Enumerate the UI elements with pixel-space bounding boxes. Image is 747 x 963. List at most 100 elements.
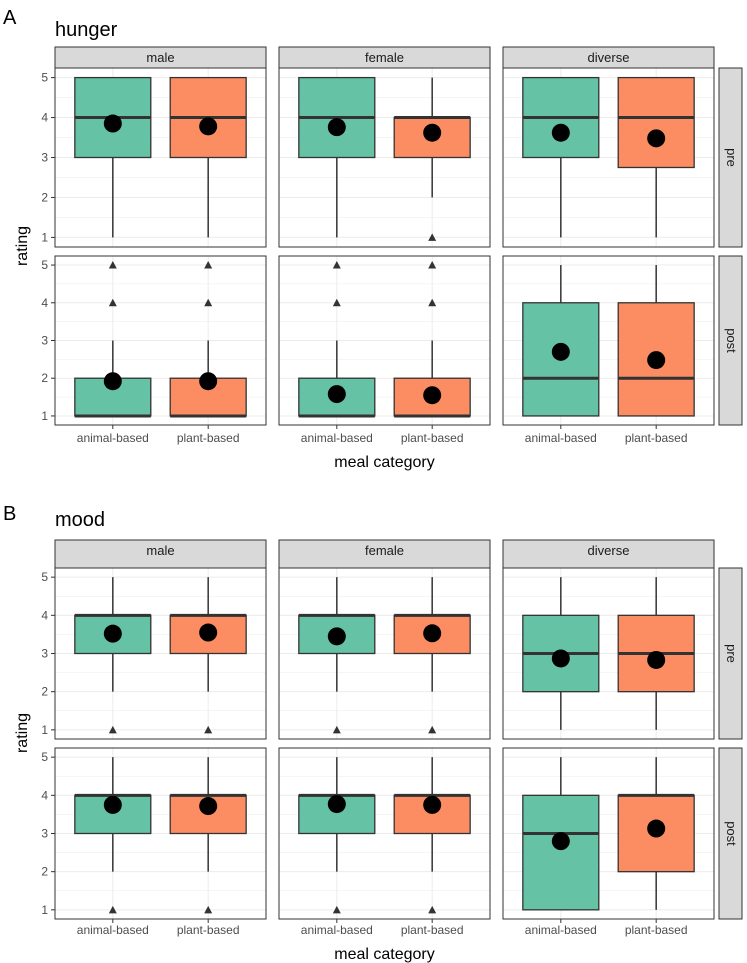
mean-point-animal-based xyxy=(103,795,122,814)
panel-label: A xyxy=(3,7,17,29)
panel-border xyxy=(278,567,491,740)
mean-point-animal-based xyxy=(327,385,346,404)
mean-point-animal-based xyxy=(327,627,346,646)
y-tick-label: 3 xyxy=(41,334,48,348)
panel-border xyxy=(278,255,491,426)
x-tick-label: plant-based xyxy=(177,923,240,937)
outlier-point-animal-based xyxy=(332,905,341,914)
mean-point-plant-based xyxy=(647,819,666,838)
mean-point-animal-based xyxy=(103,624,122,643)
chart-title: hunger xyxy=(55,19,118,41)
mean-point-animal-based xyxy=(327,795,346,814)
y-tick-label: 5 xyxy=(41,750,48,764)
panel-male-post xyxy=(54,255,267,426)
panel-female-pre xyxy=(278,67,491,248)
x-tick-label: plant-based xyxy=(177,431,240,445)
outlier-point-plant-based xyxy=(428,233,437,241)
y-tick-label: 2 xyxy=(41,371,48,385)
strip-pre xyxy=(718,567,743,740)
outlier-point-animal-based xyxy=(108,725,117,734)
strip-pre xyxy=(718,67,743,248)
strip-label-female: female xyxy=(365,543,404,558)
mean-point-animal-based xyxy=(551,649,570,668)
y-tick-label: 5 xyxy=(41,258,48,272)
mean-point-plant-based xyxy=(423,795,442,814)
y-axis-title: rating xyxy=(14,226,31,266)
mean-point-plant-based xyxy=(647,351,666,370)
mean-point-plant-based xyxy=(199,623,218,642)
outlier-point-animal-based xyxy=(332,298,341,307)
x-tick-label: animal-based xyxy=(301,923,373,937)
panel-border xyxy=(54,67,267,248)
y-tick-label: 2 xyxy=(41,865,48,879)
panel-border xyxy=(502,67,715,248)
y-tick-label: 5 xyxy=(41,570,48,584)
outlier-point-plant-based xyxy=(204,298,213,307)
outlier-point-plant-based xyxy=(428,261,437,269)
panel-border xyxy=(54,567,267,740)
box-plant-based xyxy=(617,76,695,169)
strip-label-pre: pre xyxy=(724,148,739,167)
x-tick-label: plant-based xyxy=(401,923,464,937)
y-tick-label: 1 xyxy=(41,409,48,423)
strip-label-male: male xyxy=(146,543,174,558)
panel-female-post xyxy=(278,747,491,920)
strip-diverse xyxy=(502,539,715,569)
panel-female-post xyxy=(278,255,491,426)
mean-point-animal-based xyxy=(551,342,570,361)
panel-diverse-post xyxy=(502,747,715,920)
outlier-point-plant-based xyxy=(204,725,213,734)
strip-label-pre: pre xyxy=(724,644,739,663)
panel-female-pre xyxy=(278,567,491,740)
strip-label-diverse: diverse xyxy=(588,50,630,65)
strip-label-diverse: diverse xyxy=(588,543,630,558)
x-tick-label: animal-based xyxy=(77,431,149,445)
strip-label-female: female xyxy=(365,50,404,65)
panel-border xyxy=(54,255,267,426)
x-tick-label: plant-based xyxy=(625,431,688,445)
x-tick-label: animal-based xyxy=(525,923,597,937)
strip-label-male: male xyxy=(146,50,174,65)
mean-point-animal-based xyxy=(551,123,570,142)
panel-male-pre xyxy=(54,567,267,740)
x-axis-title: meal category xyxy=(334,946,435,963)
panel-border xyxy=(54,747,267,920)
outlier-point-animal-based xyxy=(108,261,117,269)
outlier-point-plant-based xyxy=(204,261,213,269)
y-tick-label: 4 xyxy=(41,788,48,802)
y-tick-label: 3 xyxy=(41,647,48,661)
outlier-point-plant-based xyxy=(428,298,437,307)
strip-label-post: post xyxy=(724,821,739,846)
mean-point-plant-based xyxy=(647,129,666,148)
panel-male-pre xyxy=(54,67,267,248)
x-axis-title: meal category xyxy=(334,454,435,471)
panel-diverse-post xyxy=(502,255,715,426)
outlier-point-plant-based xyxy=(204,905,213,914)
x-tick-label: plant-based xyxy=(625,923,688,937)
outlier-point-animal-based xyxy=(108,905,117,914)
panel-diverse-pre xyxy=(502,567,715,740)
y-tick-label: 4 xyxy=(41,608,48,622)
mean-point-plant-based xyxy=(647,650,666,669)
strip-male xyxy=(54,539,267,569)
mean-point-plant-based xyxy=(423,386,442,405)
box-animal-based xyxy=(522,794,600,911)
panel-diverse-pre xyxy=(502,67,715,248)
outlier-point-animal-based xyxy=(332,725,341,734)
y-tick-label: 1 xyxy=(41,903,48,917)
mean-point-animal-based xyxy=(103,372,122,391)
outlier-point-plant-based xyxy=(428,905,437,914)
panel-border xyxy=(502,567,715,740)
panel-border xyxy=(278,747,491,920)
x-tick-label: plant-based xyxy=(401,431,464,445)
chart-title: mood xyxy=(55,509,105,531)
box-animal-based xyxy=(298,614,376,655)
mean-point-plant-based xyxy=(199,117,218,136)
mean-point-plant-based xyxy=(199,372,218,391)
panel-border xyxy=(502,747,715,920)
y-tick-label: 2 xyxy=(41,190,48,204)
strip-post xyxy=(718,747,743,920)
strip-label-post: post xyxy=(724,328,739,353)
